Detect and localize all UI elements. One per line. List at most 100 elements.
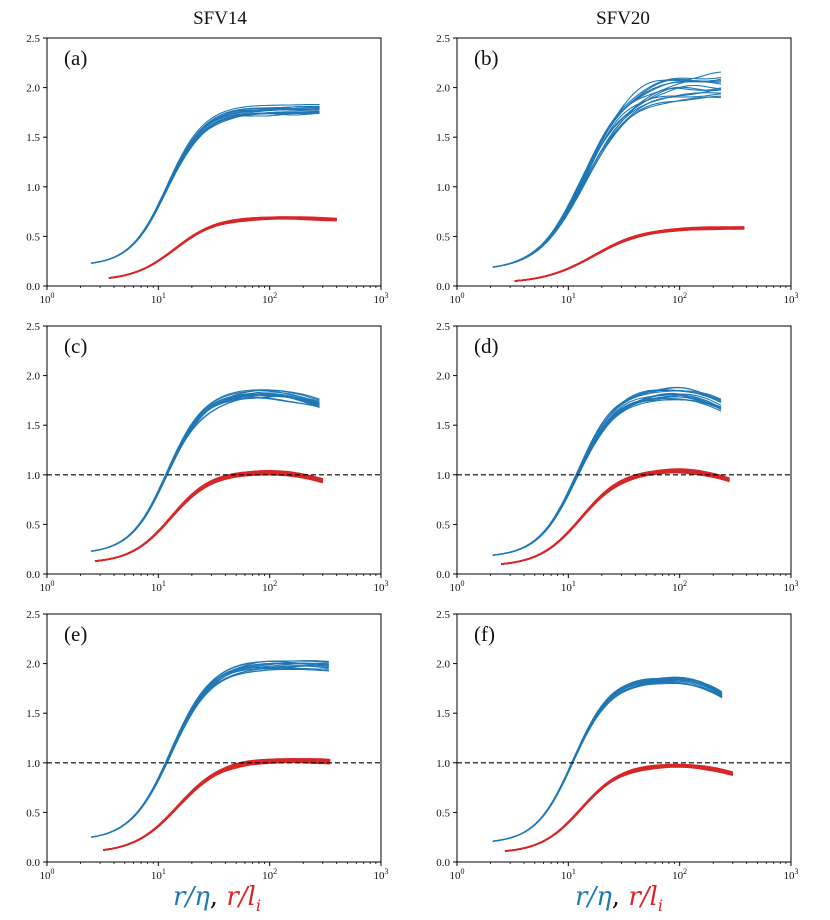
series-line-red xyxy=(504,766,734,852)
y-tick-label: 2.0 xyxy=(26,659,40,671)
series-line-blue xyxy=(492,681,723,842)
xlabel-blue-part: r/η xyxy=(173,882,210,912)
y-tick-label: 2.0 xyxy=(436,83,450,95)
series-line-blue xyxy=(91,103,320,264)
series-line-blue xyxy=(91,108,320,264)
x-tick-label: 103 xyxy=(374,291,389,306)
series-line-blue xyxy=(492,92,722,268)
x-tick-label: 101 xyxy=(151,291,166,306)
series-line-red xyxy=(94,470,323,562)
series-line-red xyxy=(94,473,324,562)
y-tick-label: 2.0 xyxy=(436,371,450,383)
y-tick-label: 0.0 xyxy=(436,569,450,581)
series-line-blue xyxy=(91,112,320,264)
chart-panel: 100 101 102 103 0.0 0.5 1.0 1.5 2.0 2.5 (d) xyxy=(436,321,798,594)
y-tick-label: 1.5 xyxy=(436,708,450,720)
y-tick-label: 1.0 xyxy=(26,470,40,482)
series-line-blue xyxy=(492,80,722,268)
series-line-red xyxy=(504,765,734,852)
x-tick-label: 100 xyxy=(450,867,465,882)
series-line-blue xyxy=(91,668,329,838)
y-tick-label: 1.0 xyxy=(26,182,40,194)
x-tick-label: 101 xyxy=(561,867,576,882)
panel-label: (d) xyxy=(474,334,499,358)
series-line-blue xyxy=(91,105,320,264)
x-tick-label: 101 xyxy=(561,291,576,306)
series-line-red xyxy=(108,217,337,279)
series-line-blue xyxy=(91,112,320,264)
series-line-blue xyxy=(91,109,320,264)
y-tick-label: 0.0 xyxy=(26,857,40,869)
series-line-red xyxy=(504,766,734,852)
x-tick-label: 102 xyxy=(262,291,277,306)
y-tick-label: 0.5 xyxy=(436,231,450,243)
y-tick-label: 2.5 xyxy=(26,321,40,333)
series-line-red xyxy=(103,759,331,851)
y-tick-label: 1.5 xyxy=(26,132,40,144)
plot-frame xyxy=(46,325,382,575)
x-tick-label: 100 xyxy=(40,291,55,306)
series-line-blue xyxy=(492,93,722,268)
x-tick-label: 101 xyxy=(561,579,576,594)
series-line-red xyxy=(94,472,323,562)
y-tick-label: 1.5 xyxy=(436,132,450,144)
xlabel-left: r/η, r/li xyxy=(87,882,347,915)
series-line-blue xyxy=(91,665,329,838)
panel-label: (a) xyxy=(64,46,87,70)
series-line-red xyxy=(501,469,730,565)
series-line-blue xyxy=(492,96,722,268)
y-tick-label: 0.5 xyxy=(26,807,40,819)
y-tick-label: 2.0 xyxy=(436,659,450,671)
chart-panel: 100 101 102 103 0.0 0.5 1.0 1.5 2.0 2.5 (f) xyxy=(436,609,798,882)
series-line-red xyxy=(103,760,331,851)
series-line-blue xyxy=(492,681,723,842)
y-tick-label: 0.0 xyxy=(436,857,450,869)
series-line-blue xyxy=(492,682,723,842)
y-tick-label: 2.5 xyxy=(26,33,40,45)
x-tick-label: 100 xyxy=(40,867,55,882)
x-tick-label: 102 xyxy=(262,867,277,882)
chart-panel: 100 101 102 103 0.0 0.5 1.0 1.5 2.0 2.5 (c) xyxy=(26,321,388,594)
x-tick-label: 102 xyxy=(672,579,687,594)
series-line-blue xyxy=(492,86,722,268)
x-tick-label: 103 xyxy=(374,579,389,594)
series-line-blue xyxy=(492,80,722,268)
y-tick-label: 2.5 xyxy=(436,609,450,621)
series-line-blue xyxy=(91,111,320,264)
plot-frame xyxy=(46,37,382,287)
xlabel-blue-part: r/η xyxy=(575,882,612,912)
xlabel-red-part: r/li xyxy=(628,882,663,915)
x-tick-label: 100 xyxy=(40,579,55,594)
y-tick-label: 0.0 xyxy=(26,281,40,293)
series-line-blue xyxy=(492,89,722,268)
series-line-blue xyxy=(91,112,320,264)
y-tick-label: 2.5 xyxy=(26,609,40,621)
y-tick-label: 1.5 xyxy=(26,708,40,720)
column-title-right: SFV20 xyxy=(596,8,650,29)
y-tick-label: 1.0 xyxy=(436,470,450,482)
x-tick-label: 101 xyxy=(151,867,166,882)
x-tick-label: 100 xyxy=(450,579,465,594)
plot-frame xyxy=(456,37,792,287)
series-line-blue xyxy=(492,392,722,556)
xlabel-separator: , xyxy=(611,882,629,912)
column-title-left: SFV14 xyxy=(193,8,247,29)
series-line-blue xyxy=(91,667,329,838)
x-tick-label: 103 xyxy=(784,579,799,594)
y-tick-label: 2.5 xyxy=(436,33,450,45)
series-line-blue xyxy=(492,680,723,842)
y-tick-label: 0.0 xyxy=(26,569,40,581)
y-tick-label: 1.0 xyxy=(436,182,450,194)
series-line-blue xyxy=(91,668,329,838)
series-line-red xyxy=(501,468,730,565)
xlabel-separator: , xyxy=(209,882,227,912)
panel-label: (c) xyxy=(64,334,87,358)
x-tick-label: 102 xyxy=(672,867,687,882)
y-tick-label: 1.5 xyxy=(436,420,450,432)
panel-label: (b) xyxy=(474,46,499,70)
x-tick-label: 103 xyxy=(784,291,799,306)
plot-frame xyxy=(46,613,382,863)
series-line-blue xyxy=(492,95,722,268)
series-line-blue xyxy=(492,78,722,268)
series-line-red xyxy=(501,471,730,565)
